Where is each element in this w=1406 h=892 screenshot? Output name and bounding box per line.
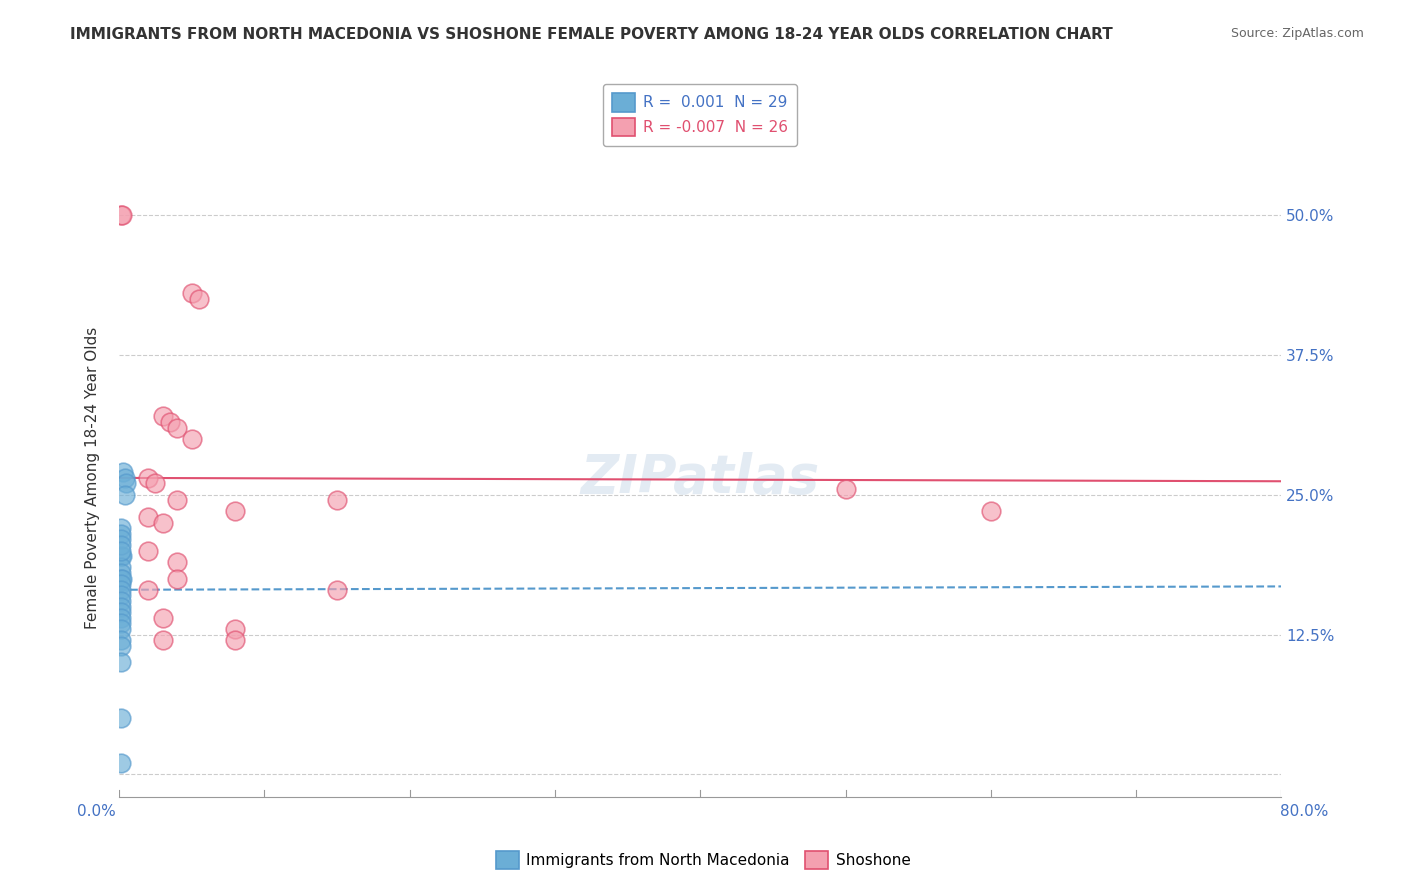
Point <box>224 504 246 518</box>
Point <box>110 633 132 648</box>
Point <box>110 549 132 564</box>
Point <box>111 572 134 586</box>
Point <box>136 471 159 485</box>
Point <box>110 711 132 725</box>
Point <box>110 208 132 222</box>
Point <box>110 588 132 602</box>
Point <box>114 471 136 485</box>
Point <box>110 656 132 670</box>
Point <box>110 756 132 771</box>
Point <box>166 555 188 569</box>
Point <box>188 292 211 306</box>
Point <box>166 493 188 508</box>
Point <box>166 572 188 586</box>
Point <box>110 616 132 631</box>
Point <box>114 488 136 502</box>
Point <box>115 476 138 491</box>
Point <box>110 622 132 636</box>
Legend: Immigrants from North Macedonia, Shoshone: Immigrants from North Macedonia, Shoshon… <box>489 845 917 875</box>
Point <box>110 566 132 580</box>
Point <box>180 432 202 446</box>
Text: IMMIGRANTS FROM NORTH MACEDONIA VS SHOSHONE FEMALE POVERTY AMONG 18-24 YEAR OLDS: IMMIGRANTS FROM NORTH MACEDONIA VS SHOSH… <box>70 27 1114 42</box>
Point <box>112 465 135 479</box>
Point <box>111 549 134 564</box>
Point <box>110 526 132 541</box>
Text: ZIPatlas: ZIPatlas <box>581 452 820 504</box>
Point <box>145 476 167 491</box>
Point <box>110 594 132 608</box>
Point <box>224 622 246 636</box>
Text: 80.0%: 80.0% <box>1281 805 1329 819</box>
Point <box>136 543 159 558</box>
Point <box>110 533 132 547</box>
Point <box>152 611 174 625</box>
Point <box>110 582 132 597</box>
Point <box>110 572 132 586</box>
Point <box>110 611 132 625</box>
Point <box>110 543 132 558</box>
Legend: R =  0.001  N = 29, R = -0.007  N = 26: R = 0.001 N = 29, R = -0.007 N = 26 <box>603 84 797 145</box>
Point <box>110 560 132 574</box>
Point <box>180 286 202 301</box>
Point <box>110 605 132 619</box>
Point <box>326 493 349 508</box>
Point <box>110 577 132 591</box>
Text: 0.0%: 0.0% <box>77 805 117 819</box>
Text: Source: ZipAtlas.com: Source: ZipAtlas.com <box>1230 27 1364 40</box>
Point <box>152 409 174 424</box>
Point <box>110 599 132 614</box>
Point <box>326 582 349 597</box>
Point <box>136 582 159 597</box>
Point <box>110 521 132 535</box>
Point <box>110 639 132 653</box>
Y-axis label: Female Poverty Among 18-24 Year Olds: Female Poverty Among 18-24 Year Olds <box>86 326 100 629</box>
Point <box>111 208 134 222</box>
Point <box>152 516 174 530</box>
Point <box>110 538 132 552</box>
Point <box>152 633 174 648</box>
Point <box>834 482 856 496</box>
Point <box>159 415 181 429</box>
Point <box>166 420 188 434</box>
Point <box>980 504 1002 518</box>
Point <box>136 510 159 524</box>
Point <box>224 633 246 648</box>
